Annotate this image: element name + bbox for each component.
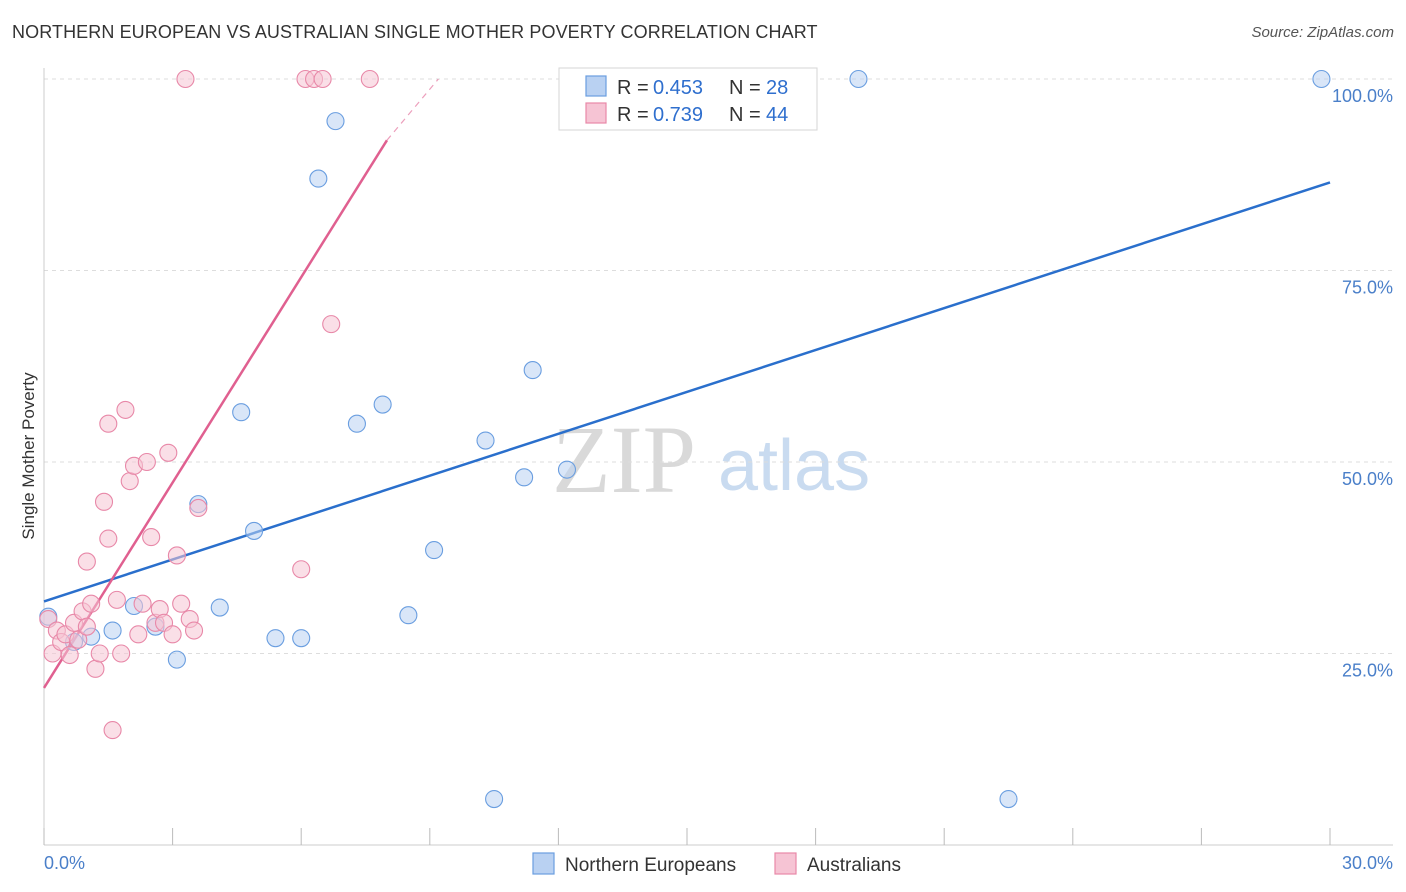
point-northern [999,789,1018,809]
legend-r-value-1: 0.453 [653,77,703,99]
point-northern [523,361,542,380]
chart-source: Source: ZipAtlas.com [1251,24,1394,41]
point-australian [99,414,118,433]
point-australian [137,452,156,472]
point-australian [167,546,186,565]
point-northern [515,468,534,487]
legend-n-value-1: 28 [766,77,788,99]
point-northern [399,606,418,625]
bottom-legend-label-australian: Australians [807,855,901,876]
point-australian [82,594,101,613]
legend-n-value-2: 44 [766,104,788,126]
legend-n-label-2: N = [729,104,761,126]
point-australian [103,721,122,740]
point-northern [476,431,495,450]
point-australian [133,594,152,613]
point-northern [326,112,345,131]
point-northern [373,395,392,414]
point-australian [189,498,208,518]
point-australian [94,492,114,511]
point-layer [39,69,1331,809]
point-australian [313,69,332,89]
point-australian [184,621,204,640]
point-northern [167,650,186,669]
point-australian [116,400,135,419]
y-tick-label: 25.0% [1342,661,1393,681]
x-tick-label-max: 30.0% [1342,853,1393,873]
trend-line-extension [386,78,439,141]
point-northern [292,629,311,648]
legend-top: R = 0.453 N = 28 R = 0.739 N = 44 [558,67,818,131]
point-australian [60,645,79,665]
legend-swatch-australian [585,102,607,124]
trend-line-australian [42,139,388,689]
point-australian [292,560,311,579]
y-axis-title: Single Mother Poverty [19,372,38,540]
watermark-zip: ZIP [552,406,696,513]
point-australian [86,659,105,678]
point-australian [142,528,161,547]
point-northern [485,789,504,809]
point-australian [129,625,148,644]
point-australian [120,472,139,491]
point-northern [244,521,264,540]
point-northern [1312,69,1331,89]
trend-line-northern [43,181,1331,603]
point-northern [309,169,328,188]
point-northern [557,460,577,479]
legend-swatch-northern [585,75,607,97]
chart-title: NORTHERN EUROPEAN VS AUSTRALIAN SINGLE M… [12,22,818,42]
point-australian [77,552,96,571]
point-northern [210,598,229,617]
point-northern [266,629,285,648]
point-australian [176,69,195,89]
point-northern [425,541,444,560]
point-northern [347,414,366,433]
watermark-atlas: atlas [718,426,870,506]
trend-layer [42,78,1331,689]
point-northern [103,621,122,640]
point-australian [172,594,191,613]
axis-layer: 25.0% 50.0% 75.0% 100.0% [43,68,1393,846]
point-australian [77,617,96,636]
x-tick-label-min: 0.0% [44,853,85,873]
point-australian [107,590,126,609]
point-northern [232,403,251,422]
point-australian [163,625,182,644]
y-tick-label: 100.0% [1332,86,1393,106]
point-australian [112,644,131,663]
legend-r-label-1: R = [617,77,649,99]
y-tick-label: 75.0% [1342,278,1393,298]
point-australian [99,529,118,548]
bottom-legend-swatch-northern [532,852,555,875]
point-northern [849,69,868,89]
point-australian [69,630,88,649]
point-australian [322,315,341,334]
point-australian [159,443,178,462]
legend-n-label-1: N = [729,77,761,99]
legend-r-label-2: R = [617,104,649,126]
bottom-legend-swatch-australian [774,852,797,875]
legend-r-value-2: 0.739 [653,104,703,126]
bottom-legend-label-northern: Northern Europeans [565,855,736,876]
y-tick-label: 50.0% [1342,469,1393,489]
legend-bottom: Northern Europeans Australians [532,852,901,876]
point-australian [90,644,109,663]
point-australian [360,69,379,89]
